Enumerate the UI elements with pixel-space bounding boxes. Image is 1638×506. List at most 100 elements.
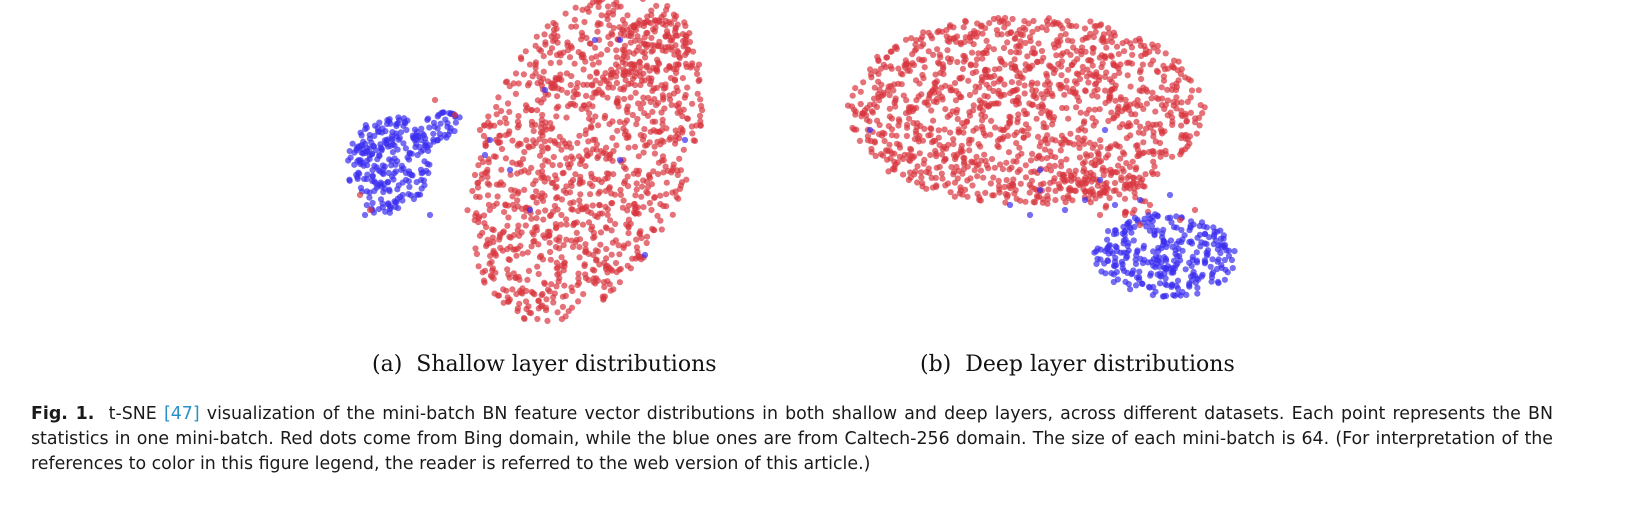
red-point: [641, 126, 648, 133]
red-point: [1033, 155, 1040, 162]
red-point: [965, 77, 972, 84]
red-point: [558, 86, 565, 93]
red-point: [1032, 87, 1039, 94]
red-point: [1088, 178, 1095, 185]
blue-point: [1215, 280, 1222, 287]
blue-point: [400, 140, 407, 147]
blue-point: [422, 135, 429, 142]
red-point: [514, 170, 521, 177]
red-point: [913, 37, 920, 44]
red-point: [1170, 98, 1177, 106]
red-point: [598, 51, 605, 58]
red-point: [480, 212, 488, 219]
red-point: [587, 73, 594, 80]
red-point: [1169, 153, 1176, 160]
red-point: [625, 230, 632, 237]
red-point: [1072, 187, 1079, 195]
blue-point: [405, 168, 413, 175]
red-point: [1171, 57, 1178, 64]
red-point: [560, 242, 567, 249]
red-point: [556, 245, 563, 252]
blue-point: [377, 196, 385, 203]
red-point: [1123, 160, 1130, 167]
scatter-plot-shallow: [345, 0, 706, 324]
red-point: [1136, 35, 1143, 42]
red-point: [530, 290, 537, 297]
red-point: [1162, 50, 1169, 57]
red-point: [951, 80, 959, 87]
red-point: [535, 270, 542, 278]
red-point: [550, 153, 557, 161]
red-point: [533, 227, 540, 234]
red-point: [624, 12, 631, 19]
blue-point: [1155, 248, 1162, 255]
red-point: [620, 197, 627, 204]
red-point: [1038, 47, 1046, 55]
red-point: [635, 153, 642, 160]
red-point: [954, 58, 961, 66]
red-point: [939, 175, 946, 182]
red-point: [657, 217, 664, 224]
red-point: [549, 124, 556, 131]
blue-point: [405, 178, 412, 185]
red-point: [907, 145, 914, 152]
red-point: [1105, 152, 1112, 159]
red-point: [955, 126, 962, 133]
red-point: [1061, 177, 1068, 184]
red-point: [624, 262, 631, 269]
red-point: [1016, 27, 1023, 34]
red-point: [1022, 26, 1029, 33]
red-point: [883, 54, 890, 61]
red-point: [1052, 187, 1059, 194]
red-point: [978, 23, 985, 30]
red-point: [681, 19, 688, 26]
red-point: [973, 153, 980, 160]
red-point: [696, 76, 703, 83]
red-point: [646, 173, 653, 180]
citation-link[interactable]: [47]: [163, 404, 200, 424]
red-point: [1079, 63, 1086, 71]
red-point: [595, 59, 602, 66]
red-point: [476, 194, 483, 201]
blue-point: [1210, 224, 1217, 231]
red-point: [1114, 169, 1121, 176]
red-point: [532, 70, 539, 77]
red-point: [604, 16, 611, 23]
red-point: [496, 181, 503, 188]
red-point: [653, 84, 660, 91]
red-point: [648, 34, 655, 42]
blue-point: [1225, 252, 1233, 259]
red-point: [485, 119, 492, 126]
red-point: [1018, 127, 1026, 134]
blue-point: [430, 130, 437, 137]
red-point: [670, 161, 677, 168]
red-point: [1119, 121, 1126, 128]
blue-point: [424, 160, 431, 167]
red-point: [631, 205, 639, 212]
red-point: [951, 35, 958, 42]
blue-point: [1221, 276, 1228, 283]
red-point: [549, 162, 556, 169]
red-point: [1080, 185, 1087, 193]
red-point: [549, 85, 556, 92]
red-point: [1022, 67, 1029, 74]
red-point: [1134, 183, 1141, 190]
red-point: [684, 115, 691, 122]
blue-point: [1127, 286, 1134, 293]
red-point: [929, 184, 937, 191]
red-point: [550, 26, 558, 33]
red-point: [478, 171, 485, 178]
red-point: [1120, 168, 1127, 175]
red-point: [582, 275, 590, 282]
red-point: [1057, 32, 1064, 40]
blue-point: [1223, 247, 1230, 254]
red-point: [969, 70, 976, 77]
red-point: [484, 166, 491, 173]
red-point: [1191, 206, 1199, 214]
red-point: [544, 23, 551, 30]
red-point: [1182, 112, 1189, 119]
red-point: [521, 213, 528, 220]
red-point: [1070, 141, 1077, 148]
red-point: [663, 6, 670, 13]
red-point: [528, 164, 535, 171]
